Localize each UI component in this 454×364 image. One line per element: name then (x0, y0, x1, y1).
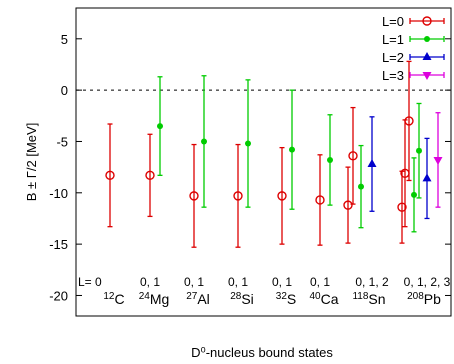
data-point-L1 (416, 102, 422, 199)
group-L-values: 0, 1 (140, 275, 160, 289)
open-circle-marker (422, 16, 432, 26)
group-L-values: 0, 1 (184, 275, 204, 289)
filled-circle-marker (289, 146, 295, 153)
y-tick-label: -5 (56, 134, 68, 149)
mass-number: 24 (139, 291, 151, 302)
data-point-L3 (433, 112, 443, 208)
legend-label: L=1 (382, 32, 404, 47)
nucleus-label: 28Si (230, 291, 254, 307)
nucleus-label: 12C (103, 291, 124, 307)
element-symbol: Pb (424, 291, 441, 307)
data-point-L1 (411, 157, 417, 233)
x-axis-label: D⁰-nucleus bound states (191, 345, 333, 360)
group-L-values: 0, 1, 2, 3 (404, 275, 451, 289)
open-circle-marker (145, 170, 155, 181)
nucleus-label: 32S (276, 291, 296, 307)
data-point-L0 (145, 133, 155, 218)
nucleus-label: 208Pb (407, 291, 441, 307)
filled-circle-marker (424, 36, 430, 42)
triangle-up-marker (367, 159, 377, 168)
open-circle-marker (315, 195, 325, 205)
data-point-L0 (277, 146, 287, 245)
y-tick-label: -10 (49, 186, 68, 201)
mass-number: 12 (103, 291, 115, 302)
element-symbol: Al (197, 291, 209, 307)
data-point-L0 (105, 123, 115, 228)
filled-circle-marker (201, 138, 207, 145)
data-point-L2 (367, 116, 377, 212)
filled-circle-marker (358, 183, 364, 190)
data-point-L1 (358, 144, 364, 229)
open-circle-marker (343, 200, 353, 210)
nucleus-label: 24Mg (139, 291, 170, 307)
element-symbol: Si (241, 291, 253, 307)
data-point-L0 (315, 154, 325, 246)
open-circle-marker (189, 191, 199, 201)
open-circle-marker (105, 170, 115, 181)
legend-label: L=3 (382, 68, 404, 83)
data-point-L1 (289, 89, 295, 210)
legend-label: L=0 (382, 14, 404, 29)
data-point-L0 (348, 106, 358, 205)
legend-label: L=2 (382, 50, 404, 65)
group-L-values: 0, 1, 2 (355, 275, 389, 289)
element-symbol: Mg (150, 291, 169, 307)
group-L-values: 0, 1 (310, 275, 330, 289)
nucleus-label: 40Ca (309, 291, 338, 307)
data-point-L0 (189, 143, 199, 248)
filled-circle-marker (157, 123, 163, 130)
y-axis-label: B ± Γ/2 [MeV] (24, 123, 39, 202)
filled-circle-marker (245, 140, 251, 147)
open-circle-marker (277, 191, 287, 201)
filled-circle-marker (327, 156, 333, 163)
open-circle-marker (233, 191, 243, 201)
data-point-L0 (343, 166, 353, 244)
data-point-L1 (201, 75, 207, 208)
nucleus-label: 27Al (186, 291, 210, 307)
group-L-values: L= 0 (78, 275, 102, 289)
mass-number: 28 (230, 291, 242, 302)
element-symbol: S (287, 291, 296, 307)
triangle-down-marker (422, 72, 432, 80)
filled-circle-marker (416, 147, 422, 154)
data-points (105, 60, 443, 248)
mass-number: 208 (407, 291, 424, 302)
element-symbol: Ca (321, 291, 339, 307)
triangle-up-marker (422, 173, 432, 182)
y-tick-label: 5 (61, 32, 68, 47)
mass-number: 27 (186, 291, 198, 302)
data-point-L0 (397, 170, 407, 244)
data-point-L1 (327, 114, 333, 206)
plot-frame (75, 7, 452, 317)
legend: L=0 L=1 L=2 L=3 (382, 14, 445, 83)
y-tick-label: -15 (49, 237, 68, 252)
triangle-down-marker (433, 156, 443, 165)
mass-number: 118 (352, 291, 368, 302)
group-L-values: 0, 1 (228, 275, 248, 289)
element-symbol: C (115, 291, 125, 307)
triangle-up-marker (422, 52, 432, 60)
filled-circle-marker (411, 191, 417, 198)
open-circle-marker (348, 151, 358, 161)
open-circle-marker (404, 116, 414, 126)
y-tick-label: 0 (61, 83, 68, 98)
data-point-L0 (404, 60, 414, 182)
mass-number: 32 (276, 291, 288, 302)
open-circle-marker (397, 202, 407, 212)
data-point-L1 (157, 76, 163, 176)
data-point-L2 (422, 137, 432, 220)
mass-number: 40 (309, 291, 321, 302)
nucleus-label: 118Sn (352, 291, 385, 307)
element-symbol: Sn (368, 291, 385, 307)
data-point-L0 (233, 143, 243, 248)
y-tick-label: -20 (49, 288, 68, 303)
group-L-values: 0, 1 (272, 275, 292, 289)
y-axis-ticks: 5 0 -5 -10 -15 -20 (49, 32, 451, 303)
data-point-L1 (245, 79, 251, 208)
